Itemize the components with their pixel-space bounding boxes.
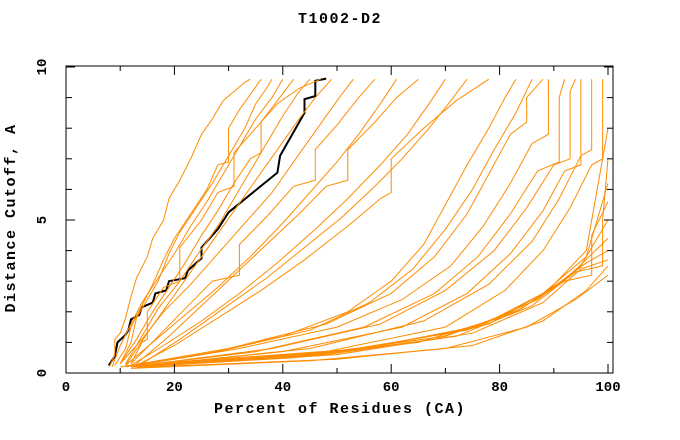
series-m13 (130, 78, 446, 366)
series-m29 (147, 183, 609, 366)
series-m07 (130, 78, 321, 365)
y-tick-label: 5 (35, 216, 51, 224)
series-m18 (130, 78, 544, 366)
series-m14 (141, 78, 468, 365)
x-axis-label: Percent of Residues (CA) (213, 401, 467, 418)
x-tick-label: 20 (166, 380, 183, 396)
series-m08 (125, 78, 332, 366)
series-m12 (136, 78, 419, 365)
series-m20 (130, 79, 566, 368)
x-tick-label: 40 (274, 380, 291, 396)
y-tick-label: 0 (35, 369, 51, 377)
series-m11 (125, 78, 398, 366)
series-m03 (119, 78, 273, 365)
series-m24 (141, 79, 604, 368)
series-m04 (111, 78, 284, 368)
x-tick-label: 100 (595, 380, 620, 396)
series-m32 (141, 259, 609, 368)
series-m23 (147, 79, 593, 366)
series-m10 (130, 78, 376, 365)
series-m09 (119, 78, 354, 365)
y-tick-label: 10 (35, 59, 51, 76)
x-tick-label: 60 (383, 380, 400, 396)
series-m34 (136, 265, 609, 368)
series-m17 (125, 78, 533, 368)
x-tick-label: 0 (62, 380, 70, 396)
series-m33 (130, 274, 609, 369)
series-m05 (119, 78, 294, 365)
series-m21 (141, 78, 576, 366)
series-m02 (114, 78, 262, 366)
page-title: T1002-D2 (297, 11, 382, 28)
series-highlight-model (107, 77, 327, 366)
series-m31 (152, 128, 609, 365)
series-m28 (130, 201, 609, 368)
series-m06 (125, 78, 311, 365)
series-m30 (136, 158, 609, 368)
series-m01 (108, 78, 251, 368)
series-m16 (120, 78, 517, 368)
series-m19 (136, 79, 549, 366)
x-tick-label: 80 (491, 380, 508, 396)
series-m22 (136, 79, 582, 368)
series-m15 (136, 78, 490, 366)
